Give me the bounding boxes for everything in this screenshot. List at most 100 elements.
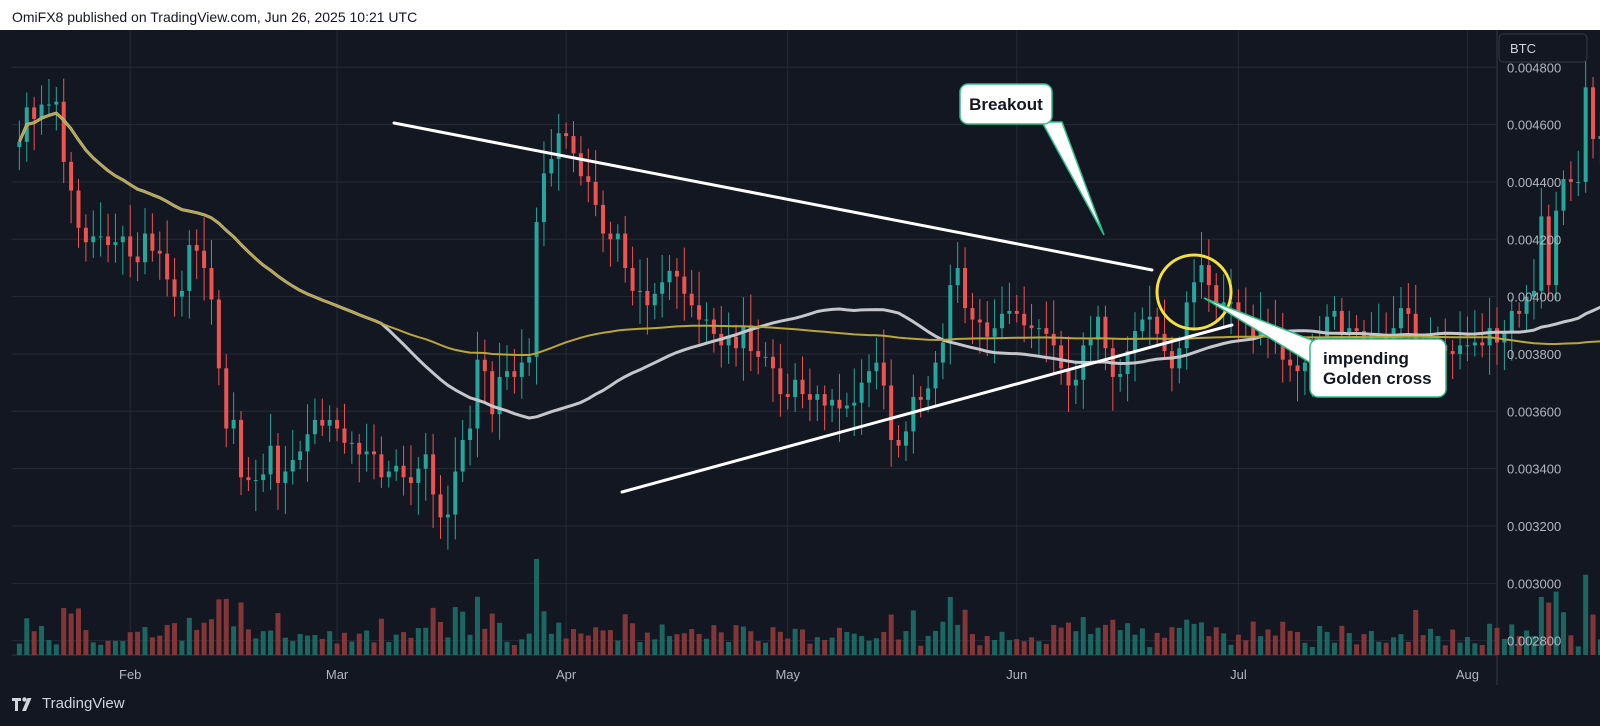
candle-body	[1554, 210, 1559, 286]
candlestick-chart[interactable]: Breakout impending Golden cross Feb Mar Ap…	[0, 30, 1600, 685]
volume-bar	[933, 630, 939, 655]
ascending-trendline	[620, 323, 1234, 494]
volume-bar	[888, 614, 894, 655]
volume-bar	[689, 629, 695, 655]
time-tick-label: Apr	[556, 667, 577, 682]
symbol-badge[interactable]: BTC	[1498, 33, 1588, 63]
candle-body	[881, 362, 886, 386]
volume-bar	[260, 631, 266, 655]
candle-body	[54, 101, 59, 105]
volume-bar	[430, 607, 436, 655]
candle-body	[438, 494, 443, 518]
candle-body	[431, 454, 436, 495]
volume-bar	[31, 631, 37, 655]
volume-bar	[918, 645, 924, 655]
volume-bar	[1021, 641, 1027, 655]
candle-body	[756, 351, 761, 357]
volume-bar	[1442, 645, 1448, 655]
candle-body	[1472, 342, 1477, 346]
volume-bar	[1317, 625, 1323, 655]
volume-bar	[1391, 637, 1397, 655]
candle-body	[793, 379, 798, 397]
volume-bar	[98, 644, 104, 655]
candle-body	[1332, 310, 1337, 317]
candle-body	[830, 399, 835, 406]
candle-body	[682, 276, 687, 294]
volume-bar	[68, 613, 74, 655]
candle-body	[1103, 316, 1108, 349]
volume-bar	[135, 631, 141, 655]
chart-panel[interactable]: Breakout impending Golden cross Feb Mar Ap…	[0, 30, 1600, 685]
volume-bar	[1487, 623, 1493, 655]
candle-body	[224, 368, 229, 429]
candle-body	[667, 270, 672, 283]
candle-body	[202, 250, 207, 268]
volume-bar	[1428, 628, 1434, 655]
volume-bar	[770, 627, 776, 655]
candle-body	[408, 477, 413, 483]
candle-body	[1206, 265, 1211, 286]
candle-body	[1339, 310, 1344, 334]
volume-bar	[467, 634, 473, 655]
volume-bar	[438, 621, 444, 655]
candle-body	[704, 319, 709, 321]
candle-body	[1398, 308, 1403, 329]
volume-bar	[903, 631, 909, 655]
volume-bar	[541, 611, 547, 655]
price-tick-label: 0.004000	[1507, 290, 1561, 305]
volume-bar	[401, 632, 407, 655]
price-tick-label: 0.003000	[1507, 576, 1561, 591]
price-tick-label: 0.003400	[1507, 462, 1561, 477]
candle-body	[734, 336, 739, 349]
volume-bar	[179, 640, 185, 655]
tradingview-logo[interactable]: TradingView	[12, 695, 125, 712]
volume-bar	[1184, 619, 1190, 655]
candle-body	[571, 136, 576, 154]
candle-body	[209, 267, 214, 300]
candle-body	[1539, 216, 1544, 291]
candle-body	[1465, 345, 1470, 347]
volume-bar	[1575, 646, 1581, 655]
volume-bar	[1287, 630, 1293, 655]
candle-body	[645, 290, 650, 306]
candle-body	[1118, 374, 1123, 377]
time-tick-label: Feb	[119, 667, 141, 682]
candle-body	[39, 104, 44, 119]
volume-bar	[593, 627, 599, 655]
candle-body	[527, 356, 532, 363]
candle-body	[586, 176, 591, 182]
volume-bar	[245, 629, 251, 655]
candle-body	[1155, 316, 1160, 334]
volume-bar	[955, 624, 961, 655]
volume-bar	[39, 625, 45, 655]
volume-bar	[393, 634, 399, 655]
candle-body	[564, 133, 569, 137]
candle-body	[519, 362, 524, 377]
volume-bar	[962, 609, 968, 655]
volume-bar	[120, 641, 126, 655]
candle-body	[1413, 313, 1418, 352]
candle-body	[911, 396, 916, 432]
time-tick-label: Aug	[1456, 667, 1479, 682]
volume-bar	[615, 640, 621, 655]
volume-bar	[1405, 641, 1411, 655]
candle-body	[660, 282, 665, 294]
volume-bar	[1051, 625, 1057, 655]
candle-body	[194, 245, 199, 251]
descending-trendline	[392, 121, 1154, 272]
volume-bar	[1324, 631, 1330, 655]
candle-body	[490, 371, 495, 415]
candle-body	[689, 293, 694, 306]
volume-bar	[312, 634, 318, 655]
volume-bar	[526, 633, 532, 655]
volume-bar	[83, 630, 89, 655]
candle-body	[837, 399, 842, 409]
volume-bar	[53, 644, 59, 655]
price-tick-label: 0.004600	[1507, 118, 1561, 133]
volume-bar	[474, 596, 480, 655]
candle-body	[379, 454, 384, 478]
candle-body	[61, 101, 66, 162]
volume-bar	[297, 633, 303, 655]
volume-bar	[1147, 647, 1153, 655]
golden-cross-label-line1: impending	[1323, 349, 1409, 368]
